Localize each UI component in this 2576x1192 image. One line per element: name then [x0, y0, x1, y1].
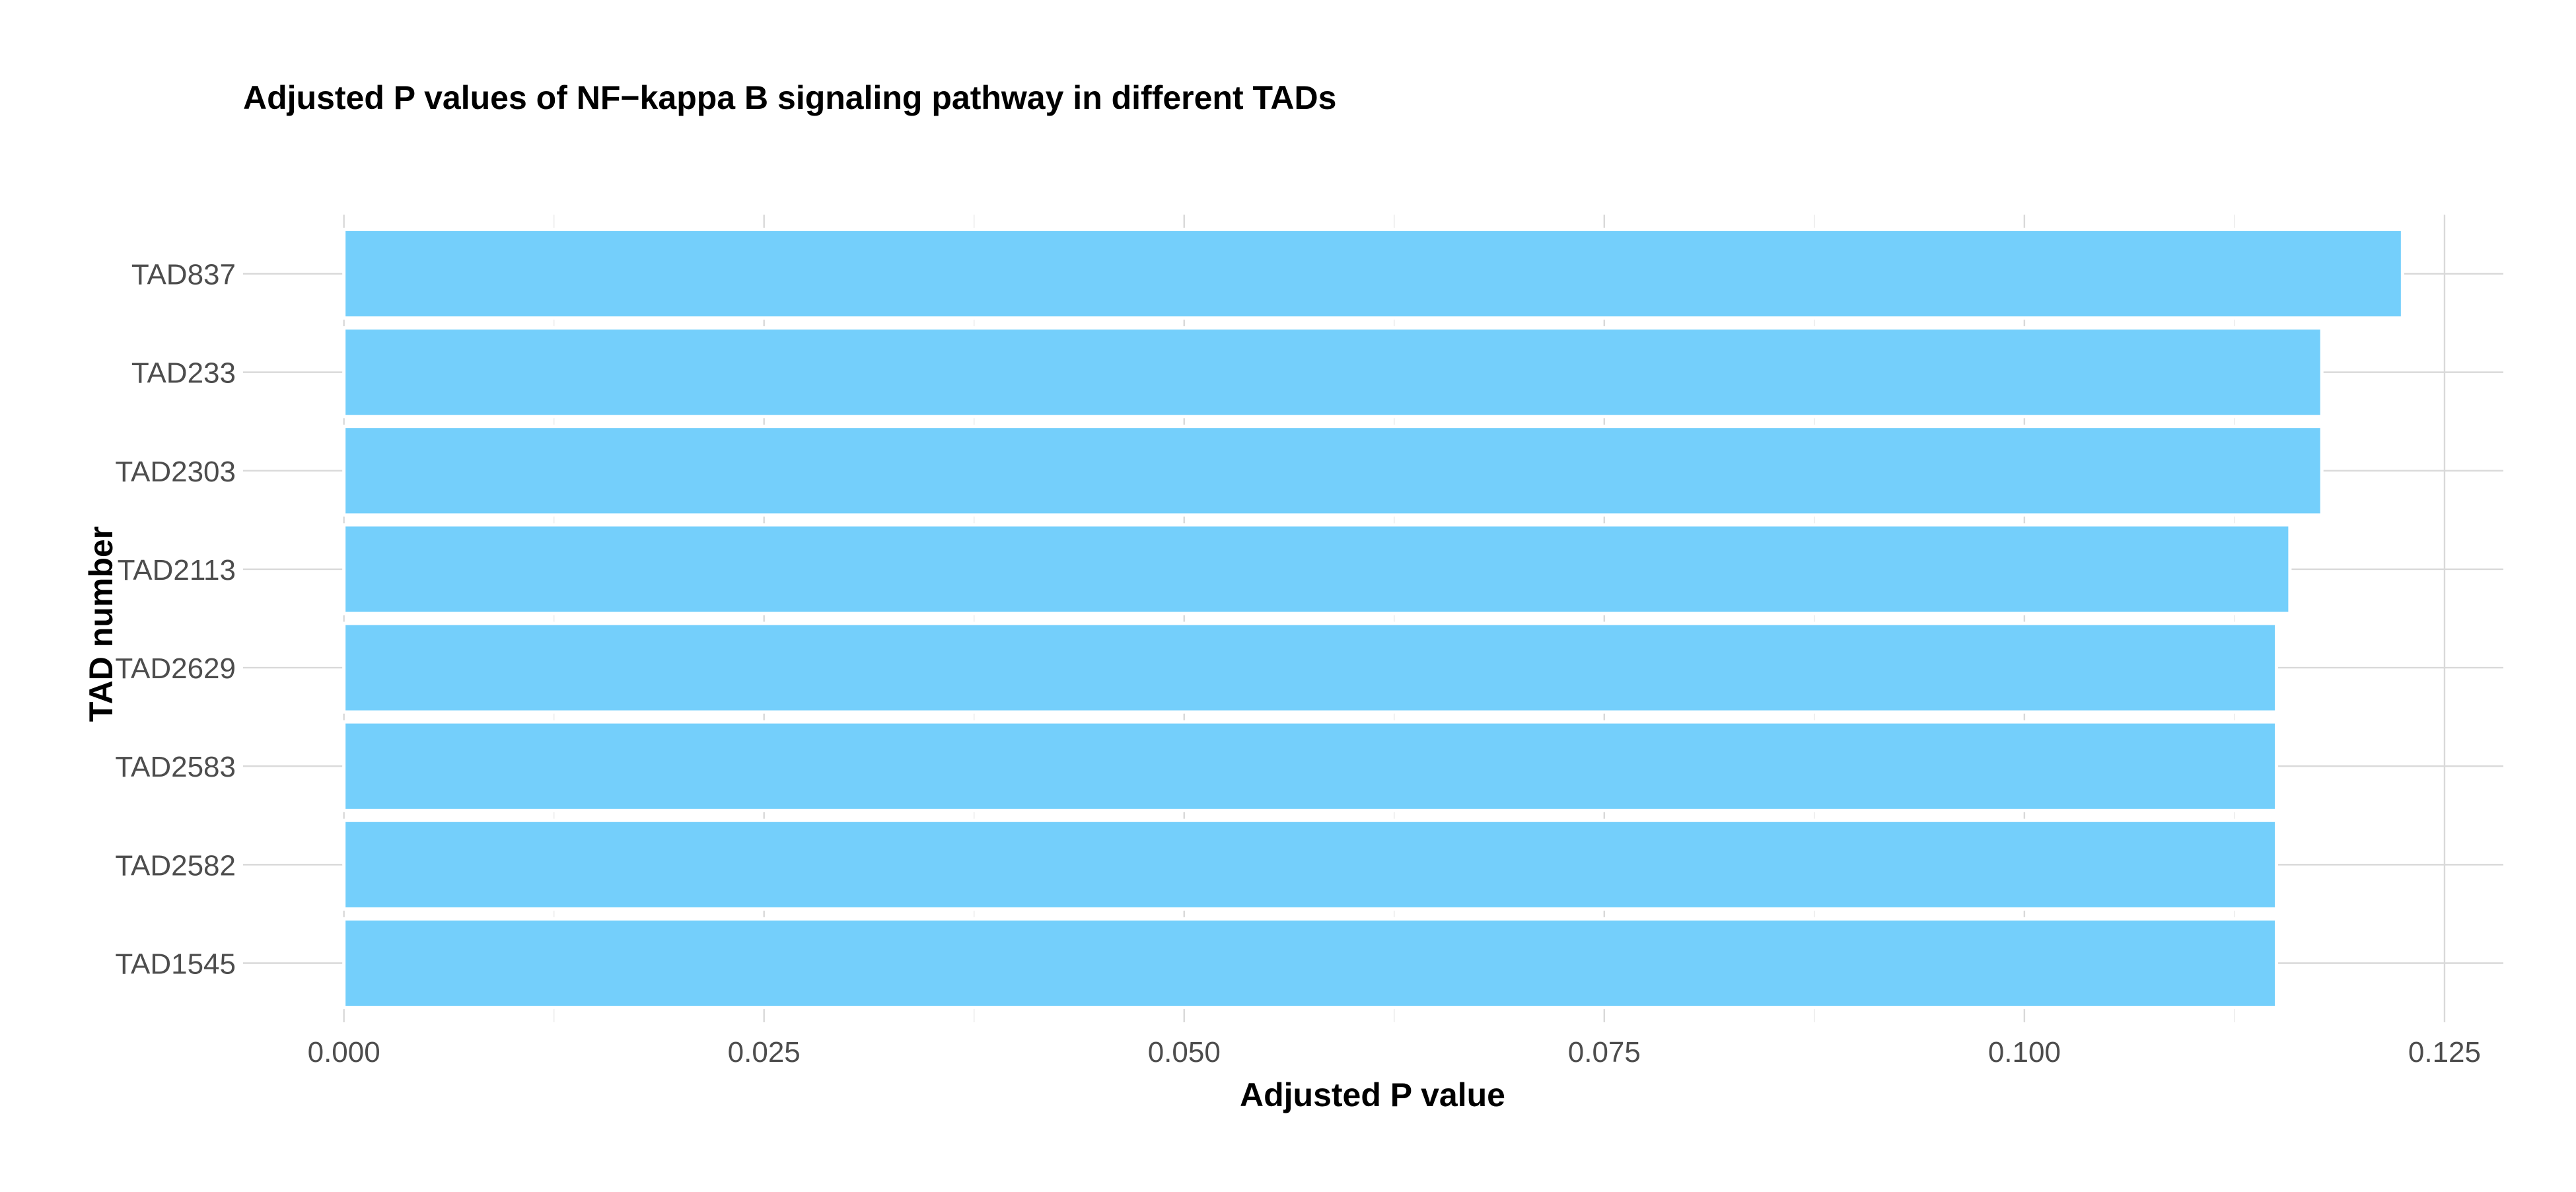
x-tick-label: 0.025	[728, 1036, 801, 1069]
bar-tad2303	[342, 425, 2324, 517]
y-tick-label: TAD2113	[118, 554, 236, 586]
x-tick-label: 0.125	[2408, 1036, 2481, 1069]
y-tick-label: TAD233	[131, 357, 236, 390]
x-axis-title: Adjusted P value	[1240, 1076, 1505, 1113]
x-tick-label: 0.075	[1568, 1036, 1641, 1069]
y-axis-title: TAD number	[83, 526, 120, 722]
x-tick-label: 0.000	[308, 1036, 380, 1069]
y-tick-label: TAD1545	[115, 948, 236, 981]
bar-tad2629	[342, 621, 2279, 714]
bar-tad837	[342, 227, 2404, 320]
y-axis-ticks: TAD837 TAD233 TAD2303 TAD2113 TAD2629 TAD2583…	[115, 258, 236, 980]
y-tick-label: TAD2583	[115, 751, 236, 783]
x-tick-label: 0.050	[1148, 1036, 1221, 1069]
y-tick-label: TAD837	[131, 258, 236, 291]
bar-tad2583	[342, 720, 2279, 812]
bar-tad1545	[342, 917, 2279, 1010]
y-tick-label: TAD2629	[115, 652, 236, 685]
y-tick-label: TAD2582	[115, 849, 236, 882]
x-tick-label: 0.100	[1988, 1036, 2061, 1069]
bar-tad2113	[342, 523, 2292, 615]
bar-tad233	[342, 326, 2324, 419]
bar-tad2582	[342, 818, 2279, 911]
x-axis-ticks: 0.000 0.025 0.050 0.075 0.100 0.125	[308, 1036, 2481, 1069]
chart-title: Adjusted P values of NF−kappa B signalin…	[243, 79, 1336, 116]
bar-layer	[342, 227, 2404, 1010]
y-tick-label: TAD2303	[115, 456, 236, 488]
